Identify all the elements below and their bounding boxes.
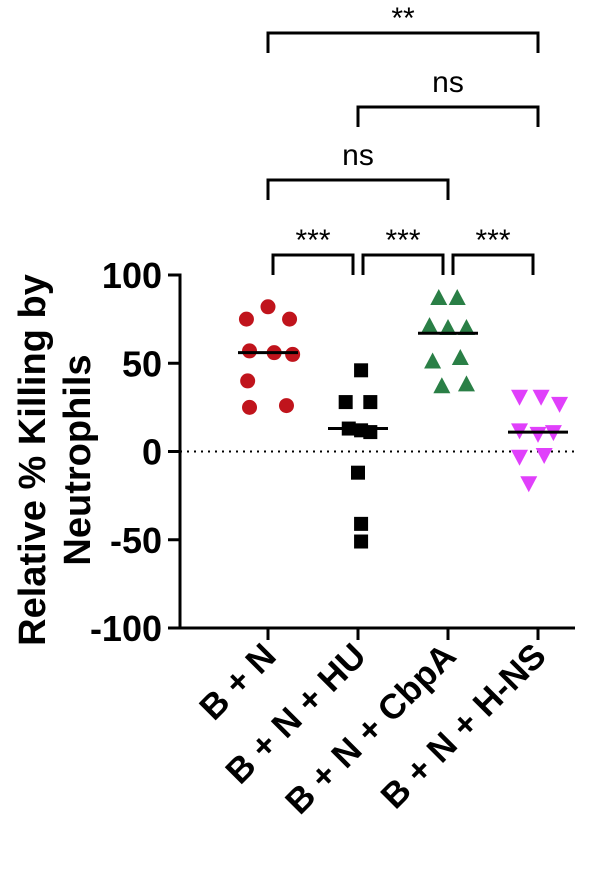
significance-brackets: *** *** *** ns ns ** bbox=[266, 2, 540, 275]
data-point bbox=[511, 449, 529, 466]
bracket-line bbox=[451, 253, 535, 275]
data-point bbox=[457, 375, 475, 392]
data-point bbox=[354, 516, 369, 531]
significance-label: ns bbox=[342, 139, 374, 172]
data-point bbox=[421, 317, 439, 334]
y-tick-label: 100 bbox=[102, 255, 162, 296]
significance-label: ** bbox=[391, 2, 415, 35]
significance-bracket: ns bbox=[356, 66, 540, 127]
significance-label: *** bbox=[475, 224, 510, 257]
data-point bbox=[242, 399, 258, 415]
series-b-n bbox=[238, 299, 301, 415]
data-point bbox=[433, 377, 451, 394]
y-axis-title: Relative % Killing by Neutrophils bbox=[12, 274, 99, 646]
y-axis-title-line-1: Relative % Killing by bbox=[12, 274, 54, 646]
data-point bbox=[278, 398, 294, 414]
series-b-n-h-ns bbox=[508, 389, 569, 493]
data-point bbox=[260, 299, 276, 315]
data-point bbox=[242, 343, 258, 359]
bracket-line bbox=[266, 178, 450, 200]
significance-bracket: *** bbox=[271, 224, 355, 275]
data-point bbox=[532, 389, 550, 406]
data-point bbox=[351, 465, 365, 480]
data-point bbox=[285, 346, 301, 362]
significance-label: *** bbox=[295, 224, 330, 257]
data-point bbox=[448, 288, 466, 305]
bracket-line bbox=[266, 31, 540, 53]
y-tick-label: 0 bbox=[142, 432, 162, 473]
data-point bbox=[430, 288, 448, 305]
significance-label: ns bbox=[432, 66, 464, 99]
data-point bbox=[240, 373, 256, 389]
significance-bracket: ns bbox=[266, 139, 450, 200]
significance-label: *** bbox=[385, 224, 420, 257]
data-point bbox=[238, 311, 254, 327]
y-axis-title-line-2: Neutrophils bbox=[57, 354, 99, 565]
y-tick-label: 50 bbox=[122, 343, 162, 384]
axes: -100 -50 0 50 100 bbox=[90, 255, 575, 649]
bracket-line bbox=[361, 253, 445, 275]
data-point bbox=[529, 426, 547, 443]
data-point bbox=[457, 318, 475, 335]
series-b-n-cbpa bbox=[418, 288, 478, 394]
significance-bracket: ** bbox=[266, 2, 540, 53]
data-points bbox=[238, 288, 569, 549]
data-point bbox=[520, 476, 538, 493]
data-point bbox=[282, 311, 298, 327]
data-point bbox=[354, 534, 369, 549]
data-point bbox=[338, 395, 353, 410]
data-point bbox=[439, 318, 457, 335]
data-point bbox=[354, 363, 369, 378]
bracket-line bbox=[271, 253, 355, 275]
significance-bracket: *** bbox=[451, 224, 535, 275]
data-point bbox=[551, 396, 569, 413]
data-point bbox=[424, 352, 442, 369]
data-point bbox=[535, 448, 553, 465]
data-point bbox=[354, 423, 369, 438]
y-tick-label: -50 bbox=[110, 520, 162, 561]
data-point bbox=[363, 395, 378, 410]
bracket-line bbox=[356, 105, 540, 127]
data-point bbox=[451, 348, 469, 365]
y-tick-label: -100 bbox=[90, 608, 162, 649]
data-point bbox=[511, 389, 529, 406]
series-b-n-hu bbox=[328, 363, 388, 549]
significance-bracket: *** bbox=[361, 224, 445, 275]
